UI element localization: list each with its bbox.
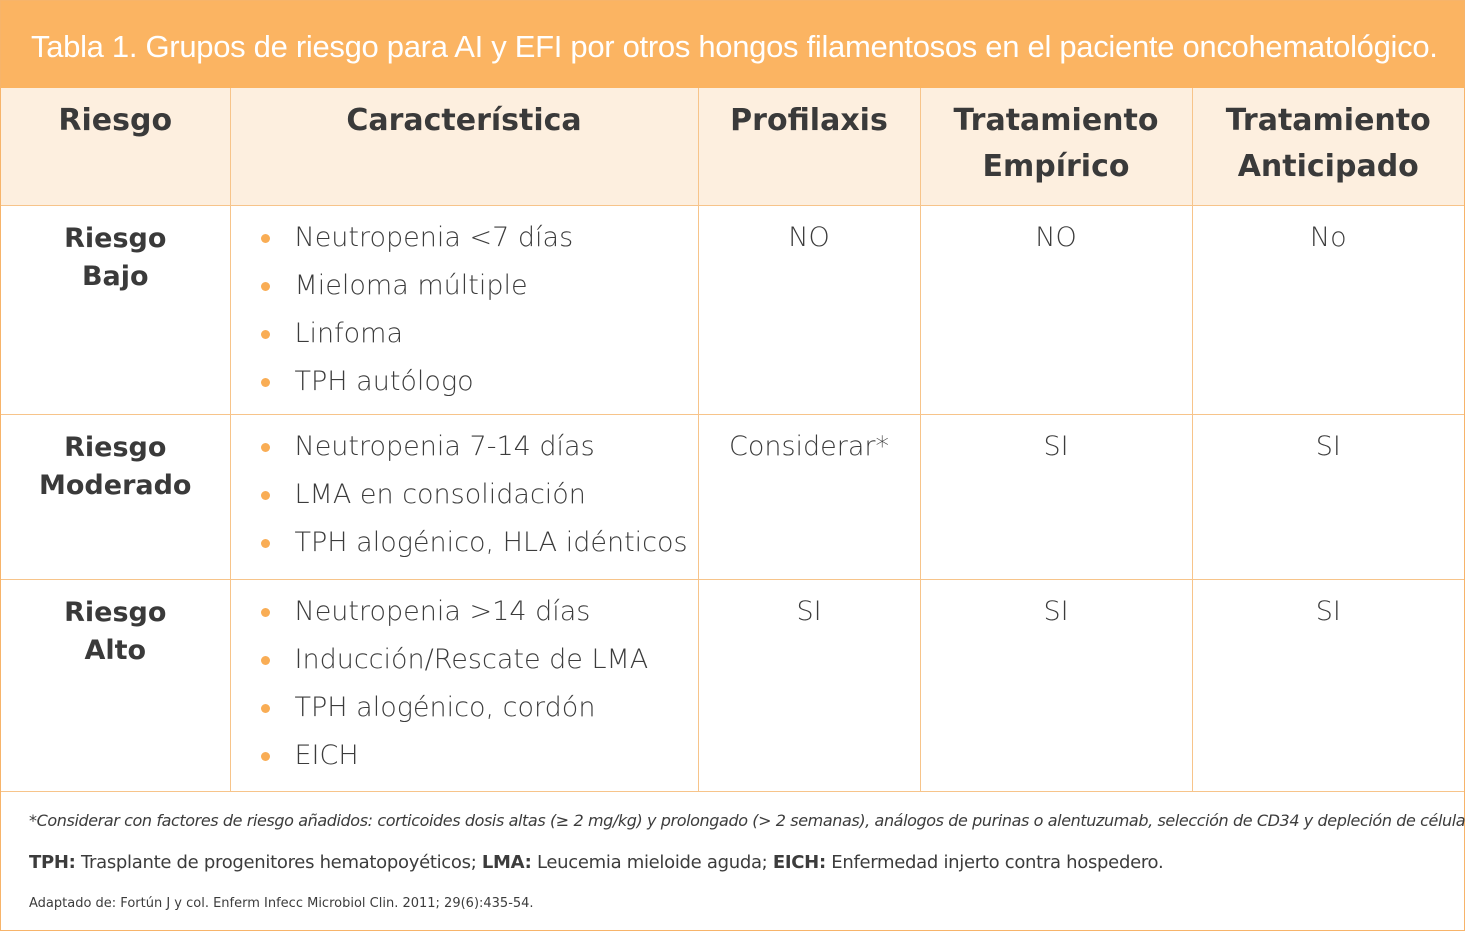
feature-item: Inducción/Rescate de LMA: [259, 636, 698, 684]
anticipated-cell: No: [1191, 204, 1464, 415]
feature-item: Neutropenia <7 días: [259, 214, 698, 262]
abbreviation-term: TPH:: [29, 851, 76, 873]
risk-text: Riesgo: [64, 596, 167, 628]
abbreviation-definition: Trasplante de progenitores hematopoyétic…: [80, 851, 477, 873]
features-cell: Neutropenia 7-14 días LMA en consolidació…: [229, 413, 699, 580]
risk-cell: Riesgo Alto: [1, 578, 231, 792]
risk-table: Riesgo Característica Profilaxis Tratamient…: [1, 88, 1464, 792]
header-text: Tratamiento: [1225, 103, 1431, 138]
features-cell: Neutropenia >14 días Inducción/Rescate de…: [229, 578, 699, 792]
risk-text: Bajo: [81, 260, 149, 292]
abbreviation-term: LMA:: [481, 851, 532, 873]
features-cell: Neutropenia <7 días Mieloma múltiple Linfo…: [229, 204, 699, 415]
header-cell: Característica: [229, 88, 699, 206]
empirical-cell: SI: [919, 578, 1193, 792]
abbreviation-term: EICH:: [772, 851, 826, 873]
header-text: Anticipado: [1237, 149, 1419, 184]
header-text: Tratamiento: [953, 103, 1159, 138]
abbreviation-definition: Enfermedad injerto contra hospedero.: [831, 851, 1164, 873]
header-cell: Profilaxis: [697, 88, 921, 206]
risk-text: Moderado: [39, 469, 192, 501]
title-bar: Tabla 1. Grupos de riesgo para AI y EFI …: [1, 1, 1464, 88]
feature-list: Neutropenia 7-14 días LMA en consolidació…: [231, 423, 698, 567]
table-body: Riesgo Bajo Neutropenia <7 días Mieloma múl…: [1, 204, 1464, 792]
header-text: Profilaxis: [730, 103, 888, 138]
feature-item: TPH alogénico, cordón: [259, 684, 698, 732]
header-text: Empírico: [982, 149, 1130, 184]
prophylaxis-cell: NO: [697, 204, 921, 415]
anticipated-cell: SI: [1191, 413, 1464, 580]
feature-list: Neutropenia <7 días Mieloma múltiple Linfo…: [231, 214, 698, 406]
feature-item: TPH alogénico, HLA idénticos: [259, 519, 698, 567]
risk-text: Riesgo: [64, 431, 167, 463]
feature-list: Neutropenia >14 días Inducción/Rescate de…: [231, 588, 698, 780]
feature-item: EICH: [259, 732, 698, 780]
abbreviations: TPH: Trasplante de progenitores hematopo…: [29, 848, 1464, 878]
table-row: Riesgo Bajo Neutropenia <7 días Mieloma múl…: [1, 204, 1464, 415]
abbreviation-definition: Leucemia mieloide aguda;: [536, 851, 768, 873]
prophylaxis-cell: SI: [697, 578, 921, 792]
footnote: *Considerar con factores de riesgo añadi…: [29, 810, 1465, 830]
feature-item: Mieloma múltiple: [259, 262, 698, 310]
table-row: Riesgo Alto Neutropenia >14 días Inducción/…: [1, 578, 1464, 792]
empirical-cell: SI: [919, 413, 1193, 580]
header-cell: Riesgo: [1, 88, 231, 206]
feature-item: LMA en consolidación: [259, 471, 698, 519]
feature-item: TPH autólogo: [259, 358, 698, 406]
risk-text: Alto: [84, 634, 147, 666]
header-text: Característica: [346, 103, 582, 138]
anticipated-cell: SI: [1191, 578, 1464, 792]
header-cell: Tratamiento Anticipado: [1191, 88, 1464, 206]
source: Adaptado de: Fortún J y col. Enferm Infe…: [29, 895, 534, 911]
header-text: Riesgo: [58, 103, 173, 138]
feature-item: Linfoma: [259, 310, 698, 358]
risk-text: Riesgo: [64, 222, 167, 254]
footer: *Considerar con factores de riesgo añadi…: [1, 792, 1465, 916]
prophylaxis-cell: Considerar*: [697, 413, 921, 580]
feature-item: Neutropenia 7-14 días: [259, 423, 698, 471]
empirical-cell: NO: [919, 204, 1193, 415]
risk-cell: Riesgo Moderado: [1, 413, 231, 580]
header-row: Riesgo Característica Profilaxis Tratamient…: [1, 88, 1464, 206]
risk-cell: Riesgo Bajo: [1, 204, 231, 415]
feature-item: Neutropenia >14 días: [259, 588, 698, 636]
table-row: Riesgo Moderado Neutropenia 7-14 días LMA e…: [1, 413, 1464, 580]
header-cell: Tratamiento Empírico: [919, 88, 1193, 206]
